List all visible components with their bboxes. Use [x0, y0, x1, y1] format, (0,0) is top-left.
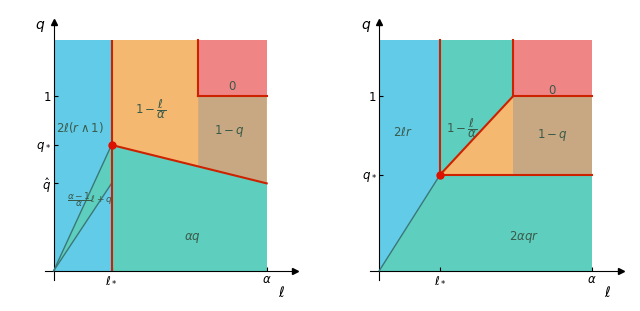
- Text: $1 - q$: $1 - q$: [214, 123, 244, 139]
- Polygon shape: [513, 40, 592, 96]
- Text: $1 - \dfrac{\ell}{\alpha}$: $1 - \dfrac{\ell}{\alpha}$: [135, 98, 166, 121]
- Text: $1 - \dfrac{\ell}{\alpha}$: $1 - \dfrac{\ell}{\alpha}$: [446, 117, 478, 140]
- Polygon shape: [54, 40, 111, 271]
- Text: $2\ell(r \wedge 1)$: $2\ell(r \wedge 1)$: [56, 120, 104, 135]
- Polygon shape: [54, 40, 267, 271]
- Text: $\alpha q$: $\alpha q$: [184, 230, 200, 244]
- Polygon shape: [380, 40, 592, 271]
- Polygon shape: [198, 40, 267, 96]
- Text: $0$: $0$: [228, 80, 237, 93]
- Text: $1 - q$: $1 - q$: [537, 128, 568, 143]
- Text: $\dfrac{\alpha-1}{\alpha}\ell + q$: $\dfrac{\alpha-1}{\alpha}\ell + q$: [67, 190, 113, 208]
- Polygon shape: [440, 96, 513, 175]
- Text: $2\ell r$: $2\ell r$: [392, 126, 412, 139]
- Polygon shape: [54, 145, 111, 271]
- Polygon shape: [380, 40, 440, 271]
- Text: $2\alpha q r$: $2\alpha q r$: [509, 229, 539, 245]
- Polygon shape: [111, 40, 267, 183]
- Text: $\ell$: $\ell$: [604, 285, 611, 299]
- Polygon shape: [513, 96, 592, 175]
- Polygon shape: [198, 96, 267, 183]
- Text: $q$: $q$: [35, 19, 45, 34]
- Text: $q$: $q$: [360, 19, 371, 34]
- Text: $0$: $0$: [548, 84, 557, 97]
- Text: $\ell$: $\ell$: [278, 285, 285, 299]
